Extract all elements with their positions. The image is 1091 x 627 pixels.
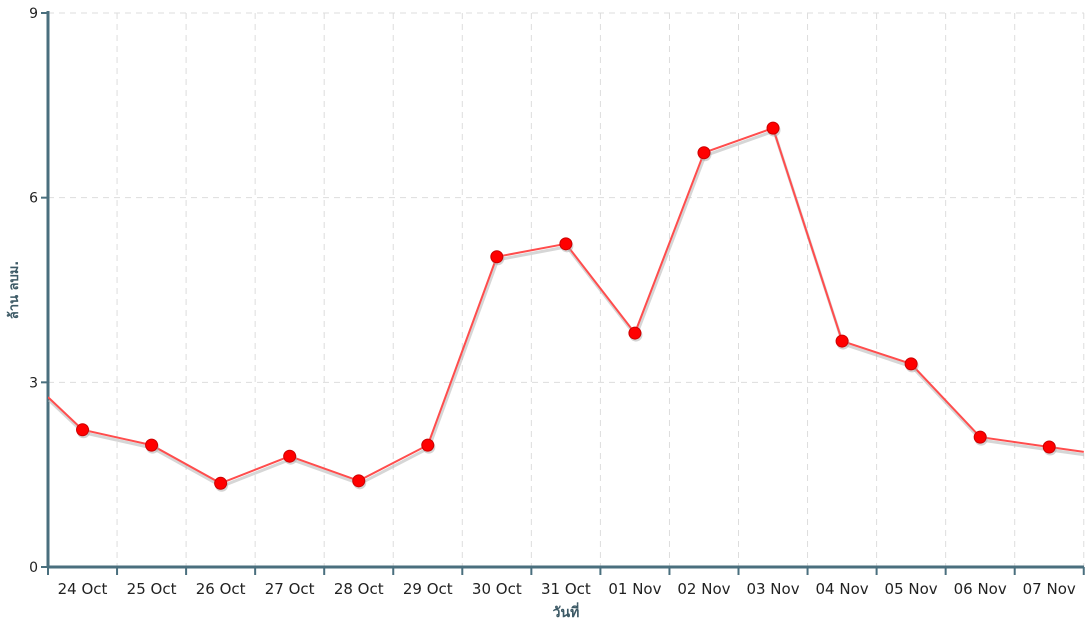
x-tick-label: 31 Oct [541, 580, 591, 598]
series [48, 121, 1084, 492]
data-point [214, 476, 228, 490]
data-point [559, 237, 573, 251]
y-tick-label: 0 [29, 560, 38, 576]
data-point [76, 423, 90, 437]
x-tick-label: 02 Nov [677, 580, 730, 598]
x-tick-label: 24 Oct [58, 580, 108, 598]
data-point [697, 146, 711, 160]
x-tick-label: 28 Oct [334, 580, 384, 598]
data-point [283, 449, 297, 463]
series-line-shadow [48, 129, 1084, 488]
data-point [145, 438, 159, 452]
data-point [490, 250, 504, 264]
y-axis-label: ล้าน ลบม. [6, 261, 22, 319]
x-tick-label: 29 Oct [403, 580, 453, 598]
x-tick-label: 05 Nov [885, 580, 938, 598]
y-tick-label: 6 [29, 191, 38, 207]
y-tick-label: 3 [29, 375, 38, 391]
grid [48, 12, 1085, 567]
x-tick-label: 04 Nov [816, 580, 869, 598]
x-tick-label: 06 Nov [954, 580, 1007, 598]
data-point [1042, 440, 1056, 454]
data-point [973, 430, 987, 444]
x-tick-label: 30 Oct [472, 580, 522, 598]
x-tick-label: 07 Nov [1023, 580, 1076, 598]
data-point [904, 357, 918, 371]
x-tick-label: 01 Nov [608, 580, 661, 598]
data-point [835, 334, 849, 348]
x-axis-label: วันที่ [553, 602, 580, 621]
data-point [421, 438, 435, 452]
data-point [628, 326, 642, 340]
axes: 0 3 6 9 24 Oct 25 Oct 26 Oct 27 Oct 28 Oct 29 Oct… [29, 6, 1085, 598]
y-tick-label: 9 [29, 6, 38, 22]
x-tick-label: 26 Oct [196, 580, 246, 598]
x-tick-label: 25 Oct [127, 580, 177, 598]
series-line [48, 126, 1084, 485]
x-tick-label: 03 Nov [746, 580, 799, 598]
x-tick-label: 27 Oct [265, 580, 315, 598]
data-point [352, 474, 366, 488]
data-point [766, 121, 780, 135]
